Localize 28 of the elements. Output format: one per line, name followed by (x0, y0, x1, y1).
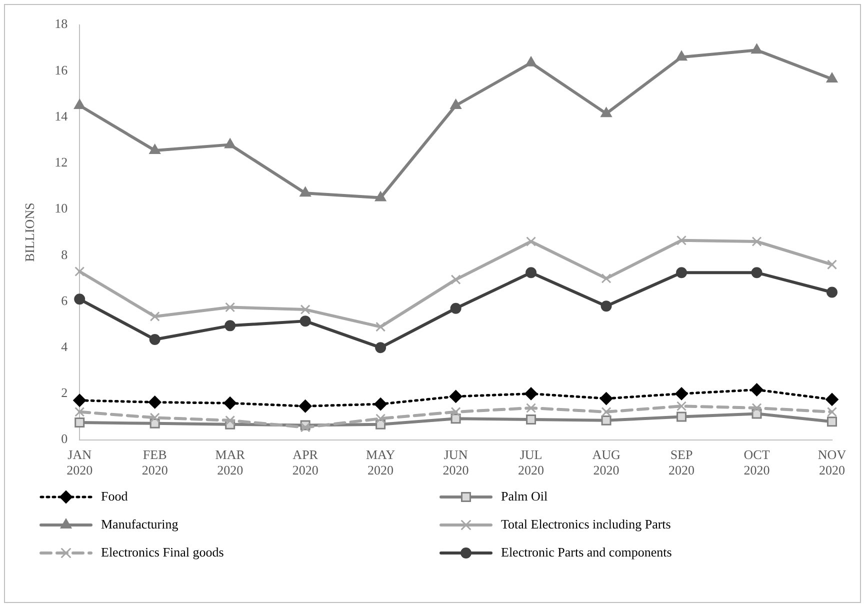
y-axis-title: BILLIONS (22, 202, 38, 262)
y-tick-label: 12 (54, 154, 68, 170)
legend-label: Electronic Parts and components (501, 544, 672, 560)
y-tick-label: 6 (61, 292, 68, 308)
x-tick-label: AUG 2020 (592, 447, 620, 478)
x-tick-label: APR 2020 (292, 447, 318, 478)
x-tick-label: JUL 2020 (518, 447, 544, 478)
x-tick-label: JAN 2020 (66, 447, 93, 478)
x-tick-label: NOV 2020 (818, 447, 847, 478)
y-tick-label: 8 (61, 246, 68, 262)
x-tick-label: FEB 2020 (142, 447, 168, 478)
x-tick-label: MAR 2020 (215, 447, 246, 478)
y-tick-label: 10 (54, 200, 68, 216)
y-tick-label: 16 (54, 62, 68, 78)
x-tick-label: SEP 2020 (668, 447, 695, 478)
y-tick-label: 18 (54, 16, 68, 32)
x-tick-label: OCT 2020 (744, 447, 770, 478)
x-tick-label: JUN 2020 (442, 447, 469, 478)
x-tick-label: MAY 2020 (366, 447, 396, 478)
y-tick-label: 0 (61, 431, 68, 446)
legend-label: Total Electronics including Parts (501, 516, 671, 532)
legend-label: Palm Oil (501, 488, 548, 504)
y-tick-label: 2 (61, 385, 68, 400)
y-tick-label: 4 (61, 339, 68, 354)
legend-label: Electronics Final goods (101, 544, 224, 560)
legend-label: Manufacturing (101, 516, 179, 532)
legend-label: Food (101, 488, 128, 504)
y-tick-label: 14 (54, 108, 68, 124)
